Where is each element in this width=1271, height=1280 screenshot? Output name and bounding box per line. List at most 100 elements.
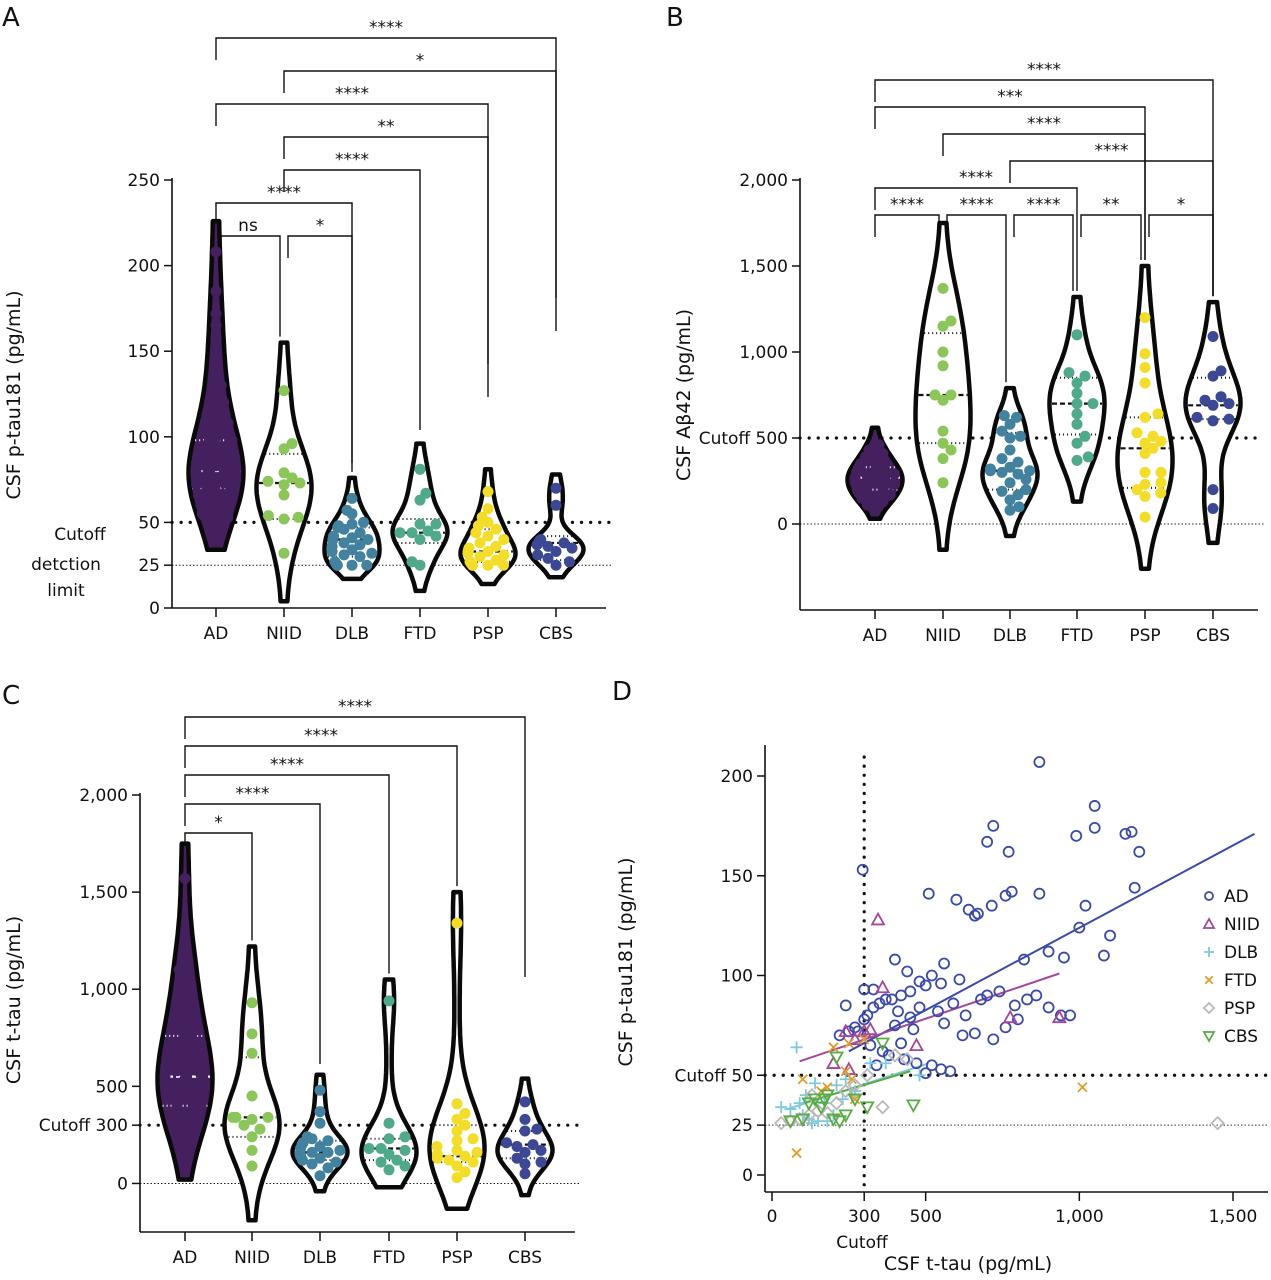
violin-ftd	[390, 441, 450, 594]
data-point	[215, 379, 227, 391]
data-point	[563, 556, 575, 568]
marker-triangle-up	[1002, 1009, 1018, 1024]
data-point	[451, 917, 463, 929]
reference-lines-c	[138, 1123, 583, 1184]
data-point	[383, 995, 395, 1007]
violin-outline	[427, 889, 487, 1211]
marker-triangle-down	[801, 1097, 817, 1112]
data-point	[1004, 477, 1016, 489]
data-point	[278, 385, 290, 397]
data-point	[1131, 427, 1143, 439]
significance-label: ****	[304, 726, 338, 746]
panel-letter-c: C	[2, 681, 20, 711]
marker-circle	[956, 1029, 969, 1042]
data-point	[1215, 365, 1227, 377]
data-point	[1012, 468, 1024, 480]
data-point	[358, 516, 369, 528]
x-tick-label: DLB	[993, 626, 1027, 646]
significance-label: *	[316, 216, 325, 236]
data-point	[210, 345, 222, 357]
marker-diamond	[860, 1067, 875, 1083]
data-point	[490, 554, 502, 566]
data-point	[937, 394, 949, 406]
data-point	[179, 993, 191, 1005]
data-point	[482, 530, 494, 542]
marker-circle	[981, 989, 994, 1002]
x-tick-label: NIID	[266, 624, 302, 644]
cutoff-side-label-a: Cutoff	[54, 525, 107, 545]
marker-circle	[1033, 887, 1046, 900]
marker-circle	[935, 977, 947, 990]
marker-diamond	[875, 1099, 890, 1115]
significance-label: ****	[1027, 195, 1061, 215]
data-point	[346, 518, 358, 530]
axes-b: 0 Cutoff 500 1,000 1,500 2,000 AD NIID DLB FTD PS…	[699, 171, 1258, 646]
y-tick-label: 0	[117, 1174, 128, 1194]
legend-item-ad: AD	[1204, 887, 1249, 907]
marker-circle	[870, 1059, 883, 1072]
data-point	[210, 371, 222, 383]
significance-label: ****	[890, 195, 924, 215]
marker-circle	[925, 969, 938, 982]
marker-circle	[882, 1049, 895, 1062]
data-point	[1155, 487, 1167, 499]
data-point	[519, 1125, 531, 1137]
data-point	[1155, 435, 1167, 447]
data-point	[314, 1152, 326, 1164]
data-point	[210, 285, 222, 297]
data-point	[218, 397, 230, 409]
data-point	[877, 448, 889, 459]
data-point	[165, 1115, 177, 1127]
bracket-line	[184, 745, 458, 887]
data-point	[430, 530, 442, 542]
data-point	[414, 534, 426, 545]
data-point	[1139, 478, 1151, 490]
data-point	[399, 1131, 411, 1143]
marker-diamond	[1210, 1115, 1225, 1131]
marker-circle	[1033, 756, 1046, 768]
y-tick-label: 2,000	[79, 786, 128, 806]
data-point	[431, 1141, 443, 1152]
marker-plus	[784, 1103, 797, 1116]
marker-triangle-down	[875, 1037, 891, 1052]
data-point	[383, 1117, 395, 1129]
data-point	[179, 1110, 191, 1121]
data-point	[1223, 398, 1235, 410]
x-tick-label: PSP	[1129, 626, 1160, 646]
data-point	[535, 1156, 547, 1168]
marker-circle	[919, 1067, 932, 1080]
significance-label: ****	[270, 755, 304, 775]
data-point	[202, 414, 214, 426]
data-point	[1139, 448, 1151, 459]
violin-outline	[390, 441, 450, 594]
data-point	[202, 480, 214, 492]
marker-triangle-up	[1202, 917, 1216, 929]
y-tick-label: 200	[721, 767, 753, 787]
data-point	[278, 489, 290, 501]
marker-circle	[901, 965, 914, 978]
data-point	[937, 360, 949, 372]
data-point	[246, 1028, 258, 1040]
data-point	[414, 463, 426, 475]
bracket-line	[874, 79, 1214, 297]
marker-plus	[839, 1073, 852, 1086]
panel-letter-b: B	[666, 3, 684, 33]
significance-bracket: **	[1080, 195, 1142, 260]
data-point	[333, 520, 345, 532]
data-point	[230, 463, 242, 475]
significance-bracket: ***	[874, 87, 1146, 260]
marker-plus	[775, 1101, 788, 1114]
significance-bracket: ****	[283, 150, 421, 430]
data-point	[1139, 377, 1151, 389]
data-point	[451, 1172, 463, 1184]
marker-circle	[944, 1065, 957, 1078]
data-point	[464, 556, 476, 568]
data-point	[884, 489, 896, 501]
data-point	[210, 359, 222, 371]
bracket-line	[1148, 214, 1214, 297]
data-point	[330, 1156, 342, 1168]
data-point	[1004, 444, 1016, 456]
data-point	[998, 410, 1010, 422]
data-point	[306, 1146, 318, 1158]
marker-plus	[809, 1077, 822, 1090]
